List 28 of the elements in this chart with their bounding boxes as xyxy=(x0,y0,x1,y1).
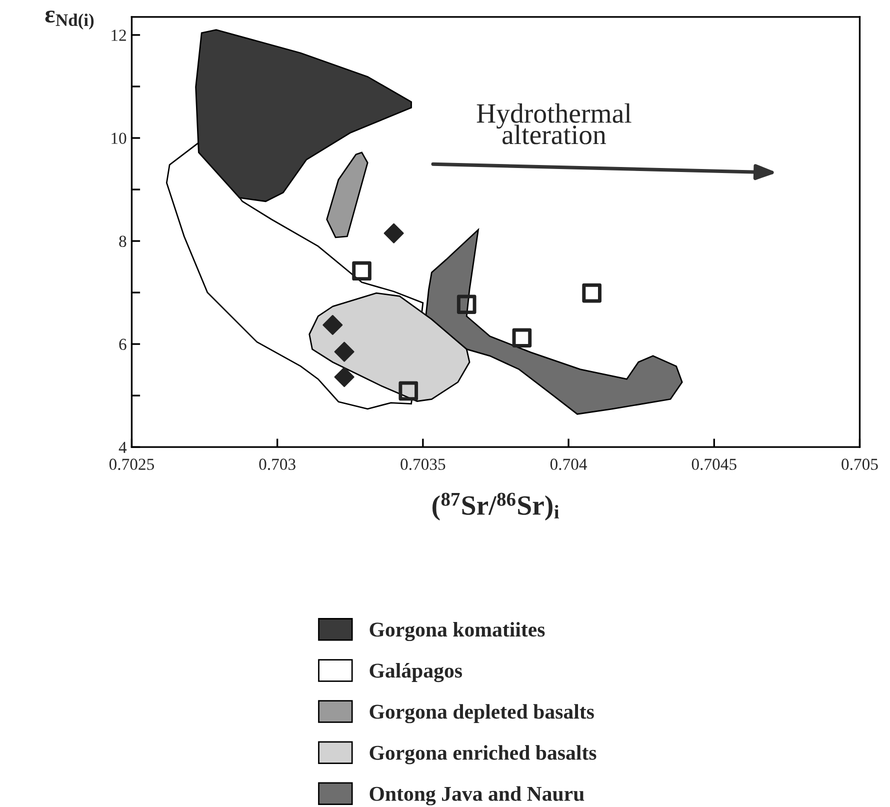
point xyxy=(582,283,602,303)
point xyxy=(398,381,418,401)
y-tick-label: 8 xyxy=(119,236,126,247)
legend-label: Gorgona depleted basalts xyxy=(370,704,594,724)
x-tick-label: 0.705 xyxy=(842,458,878,470)
point xyxy=(334,342,354,362)
x-tick-label: 0.703 xyxy=(259,458,296,470)
point xyxy=(384,223,404,244)
x-axis-title: ($^{87}$Sr/$^{86}$Sr)$_{i}$ xyxy=(432,492,560,521)
point xyxy=(512,328,532,348)
legend-label: Gorgona enriched basalts xyxy=(370,745,596,764)
point xyxy=(334,367,354,388)
y-tick-label: 10 xyxy=(112,132,126,144)
x-tick-label: 0.7045 xyxy=(692,458,736,470)
point xyxy=(352,261,372,281)
point xyxy=(322,314,343,336)
annotation: Hydrothermal alteration xyxy=(476,103,632,144)
x-tick-label: 0.7025 xyxy=(109,458,154,470)
legend-label: Gorgona komatiites xyxy=(370,622,545,642)
x-tick-label: 0.7035 xyxy=(400,458,446,470)
point xyxy=(456,294,476,314)
y-tick-label: 6 xyxy=(119,338,126,350)
legend-label: Galápagos xyxy=(370,663,462,682)
x-tick-label: 0.704 xyxy=(550,458,588,470)
y-tick-label: 4 xyxy=(118,442,127,453)
y-axis-title: ε$_{Nd(i)}$ xyxy=(45,10,94,30)
y-tick-label: 12 xyxy=(112,30,126,41)
legend-label: Ontong Java and Nauru xyxy=(370,786,584,806)
